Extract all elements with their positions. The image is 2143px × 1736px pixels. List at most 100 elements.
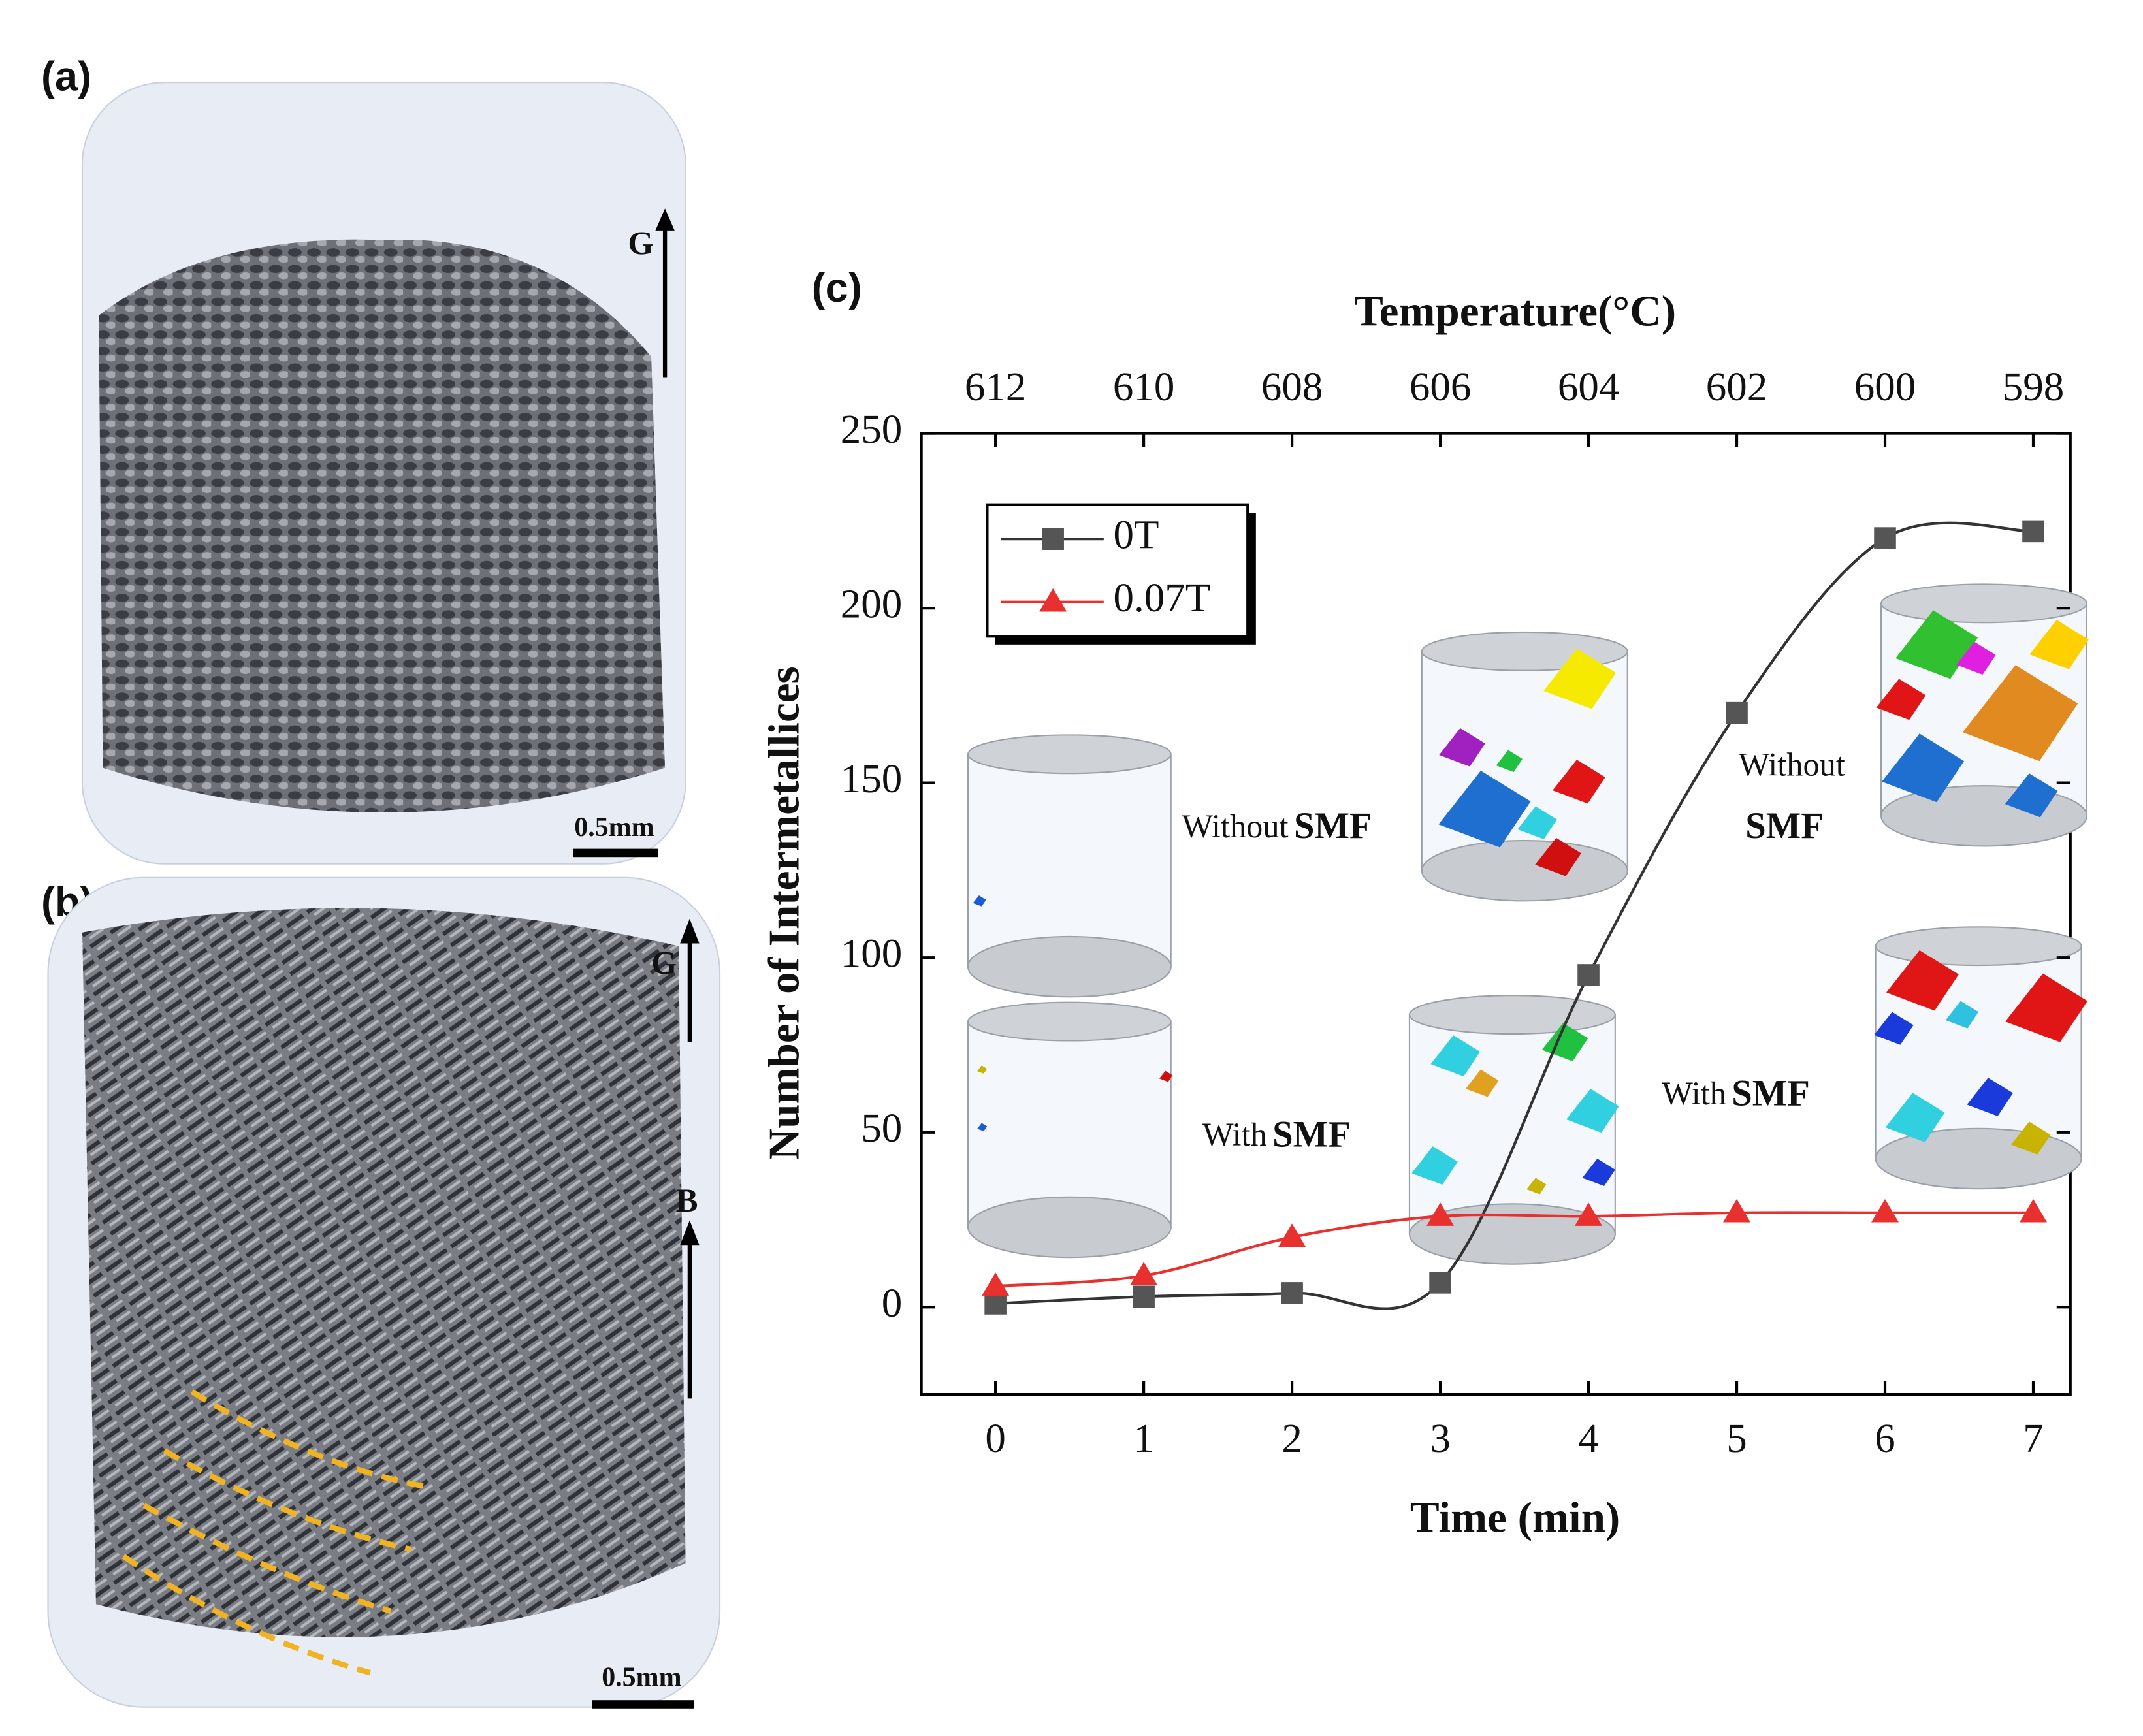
arrow-label: B xyxy=(676,1182,698,1219)
particle xyxy=(1466,1069,1499,1097)
x-axis-label: Time (min) xyxy=(1410,1493,1620,1542)
arrow-label: G xyxy=(651,945,677,982)
x-tick-label: 0 xyxy=(985,1415,1005,1461)
data-point xyxy=(1133,1285,1155,1308)
arrow-head xyxy=(680,1220,700,1246)
x2-tick-label: 612 xyxy=(965,364,1026,410)
x2-tick-label: 598 xyxy=(2003,364,2064,410)
particle xyxy=(2005,973,2087,1042)
particle xyxy=(1159,1070,1173,1082)
data-point xyxy=(1874,527,1896,549)
annotation: SMF xyxy=(1294,806,1372,846)
cylinder-top xyxy=(1875,926,2082,967)
particle xyxy=(1945,1001,1979,1029)
particle xyxy=(1876,679,1926,720)
data-point xyxy=(2020,1198,2047,1223)
particle xyxy=(2029,620,2089,669)
particle xyxy=(1438,770,1531,848)
y-axis-label: Number of Intermetallices xyxy=(759,666,808,1160)
data-point xyxy=(1429,1272,1451,1294)
scale-bar xyxy=(592,1700,694,1709)
particle xyxy=(1882,733,1965,803)
panel-label: (a) xyxy=(41,54,91,100)
data-point xyxy=(1577,964,1600,986)
annotation: Without xyxy=(1739,746,1845,782)
particle xyxy=(1566,1088,1619,1133)
x2-tick-label: 600 xyxy=(1854,364,1916,410)
data-point xyxy=(1726,701,1748,724)
particle xyxy=(1439,728,1485,767)
particle xyxy=(1543,649,1617,709)
x2-tick-label: 606 xyxy=(1410,364,1471,410)
annotation: SMF xyxy=(1272,1115,1351,1155)
cylinder-top xyxy=(967,734,1172,775)
data-point xyxy=(1426,1202,1455,1226)
legend-label: 0T xyxy=(1114,512,1159,558)
cylinder-base xyxy=(967,1196,1172,1259)
annotation: With xyxy=(1202,1116,1267,1153)
particle xyxy=(1582,1159,1615,1187)
annotation: With xyxy=(1662,1075,1726,1112)
particle xyxy=(1874,1012,1914,1045)
data-point xyxy=(984,1293,1007,1315)
cylinder-base xyxy=(1880,785,2087,847)
series-line xyxy=(995,1211,2034,1288)
cylinder-body xyxy=(967,1021,1172,1229)
x2-tick-label: 608 xyxy=(1261,364,1323,410)
x2-tick-label: 602 xyxy=(1706,364,1767,410)
cylinder-base xyxy=(1408,1203,1616,1265)
cylinder-body xyxy=(967,753,1172,968)
x2-tick-label: 604 xyxy=(1558,364,1619,410)
plot-frame xyxy=(920,432,2072,1396)
x-tick-label: 2 xyxy=(1281,1415,1302,1461)
y-tick-label: 150 xyxy=(841,756,902,801)
annotation: SMF xyxy=(1732,1074,1810,1114)
data-point xyxy=(1723,1198,1751,1223)
legend-marker xyxy=(1039,588,1067,612)
particle xyxy=(977,1065,988,1074)
particle xyxy=(1956,641,1996,675)
particle xyxy=(1496,750,1523,773)
cylinder-base xyxy=(1421,839,1628,902)
y-tick-label: 200 xyxy=(841,581,902,627)
tomography-a: G 0.5mm xyxy=(81,82,686,865)
data-point xyxy=(982,1272,1010,1296)
particle xyxy=(1430,1035,1481,1077)
data-point xyxy=(1575,1202,1603,1226)
cylinder-base xyxy=(1875,1127,2082,1190)
cylinder-top xyxy=(967,1001,1172,1042)
data-point xyxy=(1281,1282,1303,1304)
y-tick-label: 100 xyxy=(841,931,902,976)
particle xyxy=(1526,1178,1547,1195)
annotation: Without xyxy=(1182,808,1288,844)
x2-tick-label: 610 xyxy=(1113,364,1174,410)
cylinder-top xyxy=(1880,583,2087,624)
series-line xyxy=(995,521,2034,1310)
particle xyxy=(1517,806,1557,839)
legend-box xyxy=(986,503,1249,638)
y-tick-label: 0 xyxy=(882,1280,902,1326)
legend-marker xyxy=(1042,528,1064,550)
inset-cylinder xyxy=(1421,631,1628,902)
y-tick-label: 250 xyxy=(841,406,902,452)
x-tick-label: 5 xyxy=(1726,1415,1747,1461)
scale-bar-label: 0.5mm xyxy=(574,812,654,843)
particle xyxy=(1886,950,1959,1011)
x-tick-label: 6 xyxy=(1875,1415,1895,1461)
inset-cylinder xyxy=(967,1001,1173,1259)
annotation: SMF xyxy=(1745,806,1824,846)
scale-bar-label: 0.5mm xyxy=(602,1662,681,1692)
particle xyxy=(973,895,986,907)
particle xyxy=(2011,1121,2051,1155)
data-point xyxy=(1278,1223,1306,1247)
cylinder-top xyxy=(1408,995,1616,1035)
arrow-head xyxy=(680,918,700,944)
inset-cylinder xyxy=(1876,583,2089,847)
particle xyxy=(1535,837,1581,876)
particle xyxy=(1885,1093,1945,1142)
data-point xyxy=(1871,1198,1899,1223)
panel-label: (c) xyxy=(812,265,862,311)
inset-cylinder xyxy=(1874,926,2087,1190)
